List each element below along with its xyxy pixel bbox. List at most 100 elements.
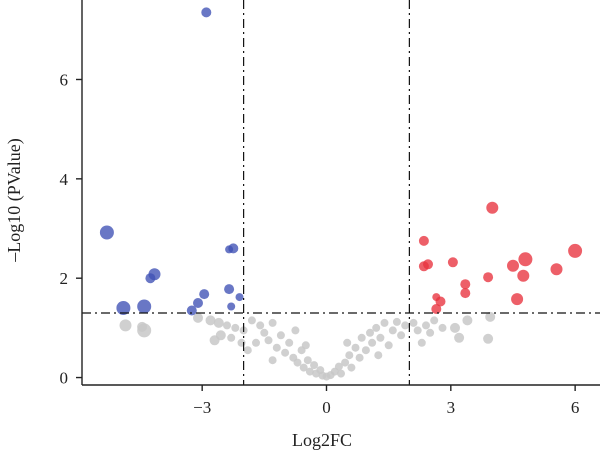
ns-point bbox=[485, 311, 496, 322]
points-layer bbox=[99, 7, 583, 381]
up-point bbox=[460, 279, 471, 290]
down-point bbox=[225, 245, 234, 254]
y-tick-label: 0 bbox=[60, 369, 69, 388]
x-tick-label: 0 bbox=[322, 398, 331, 417]
ns-point bbox=[454, 332, 465, 343]
down-point bbox=[235, 293, 244, 302]
ns-point bbox=[368, 338, 377, 347]
down-point bbox=[99, 225, 114, 240]
ns-point bbox=[281, 348, 290, 357]
y-tick-label: 6 bbox=[60, 70, 69, 89]
ns-point bbox=[376, 333, 385, 342]
down-point bbox=[137, 299, 152, 314]
ns-point bbox=[310, 361, 319, 370]
ns-point bbox=[343, 338, 352, 347]
ns-point bbox=[209, 335, 220, 346]
up-point bbox=[431, 304, 442, 314]
x-tick-label: −3 bbox=[193, 398, 211, 417]
down-point bbox=[186, 305, 197, 316]
ns-point bbox=[243, 346, 252, 355]
up-point bbox=[486, 201, 499, 214]
down-point bbox=[227, 302, 236, 311]
ns-point bbox=[366, 328, 374, 337]
ns-point bbox=[276, 331, 285, 340]
ns-point bbox=[272, 343, 281, 352]
ns-point bbox=[384, 341, 393, 350]
ns-point bbox=[426, 328, 435, 337]
y-tick-label: 4 bbox=[60, 170, 69, 189]
up-point bbox=[460, 288, 471, 299]
up-point bbox=[418, 235, 429, 246]
up-point bbox=[447, 257, 458, 268]
ns-point bbox=[305, 367, 314, 376]
ns-point bbox=[299, 363, 308, 372]
ns-point bbox=[334, 362, 343, 371]
ns-point bbox=[388, 326, 397, 335]
x-tick-label: 6 bbox=[571, 398, 580, 417]
ns-point bbox=[450, 322, 460, 333]
ns-point bbox=[268, 318, 277, 327]
ns-point bbox=[119, 319, 132, 332]
ns-point bbox=[430, 316, 439, 325]
ns-point bbox=[372, 323, 381, 332]
up-point bbox=[435, 296, 446, 307]
ns-point bbox=[337, 369, 345, 378]
ns-point bbox=[417, 338, 426, 347]
ns-point bbox=[357, 333, 366, 342]
y-tick-label: 2 bbox=[60, 269, 69, 288]
ns-point bbox=[347, 363, 356, 372]
ns-point bbox=[345, 351, 354, 360]
ns-point bbox=[422, 321, 430, 330]
x-tick-label: 3 bbox=[447, 398, 456, 417]
ns-point bbox=[268, 356, 277, 365]
up-point bbox=[507, 259, 519, 272]
ns-point bbox=[462, 315, 473, 326]
ns-point bbox=[413, 326, 422, 335]
up-point bbox=[550, 263, 563, 276]
ns-point bbox=[483, 333, 494, 344]
ns-point bbox=[223, 321, 231, 330]
ns-point bbox=[285, 338, 294, 347]
ns-point bbox=[231, 323, 240, 332]
up-point bbox=[517, 269, 530, 282]
ns-point bbox=[341, 358, 350, 367]
ns-point bbox=[291, 326, 300, 335]
ns-point bbox=[380, 318, 389, 327]
ns-point bbox=[213, 317, 224, 328]
ns-point bbox=[227, 333, 236, 342]
ns-point bbox=[264, 336, 273, 345]
ns-point bbox=[205, 315, 216, 326]
ns-point bbox=[303, 356, 312, 365]
ns-point bbox=[438, 323, 447, 332]
ns-point bbox=[247, 316, 256, 325]
ns-point bbox=[237, 338, 246, 347]
ns-point bbox=[260, 328, 269, 337]
x-axis-title: Log2FC bbox=[292, 430, 352, 450]
ns-point bbox=[351, 343, 360, 352]
ns-point bbox=[193, 312, 203, 323]
ns-point bbox=[392, 317, 401, 326]
threshold-lines bbox=[82, 0, 600, 385]
ns-point bbox=[374, 351, 383, 360]
ns-point bbox=[355, 353, 364, 362]
up-point bbox=[418, 261, 429, 272]
ns-point bbox=[401, 321, 410, 330]
ns-point bbox=[409, 318, 418, 327]
up-point bbox=[511, 293, 524, 306]
down-point bbox=[193, 298, 203, 308]
ns-point bbox=[256, 321, 265, 330]
down-point bbox=[116, 301, 131, 315]
down-point bbox=[201, 7, 212, 18]
up-point bbox=[483, 272, 494, 283]
ns-point bbox=[137, 321, 148, 332]
ns-point bbox=[361, 346, 370, 355]
ns-point bbox=[293, 358, 302, 367]
down-point bbox=[224, 284, 235, 295]
up-point bbox=[518, 252, 533, 267]
ns-point bbox=[252, 338, 260, 347]
down-point bbox=[145, 273, 156, 284]
axes: −3 0 3 6 0 2 4 6 bbox=[60, 0, 600, 417]
ns-point bbox=[397, 331, 406, 340]
down-point bbox=[199, 289, 210, 300]
